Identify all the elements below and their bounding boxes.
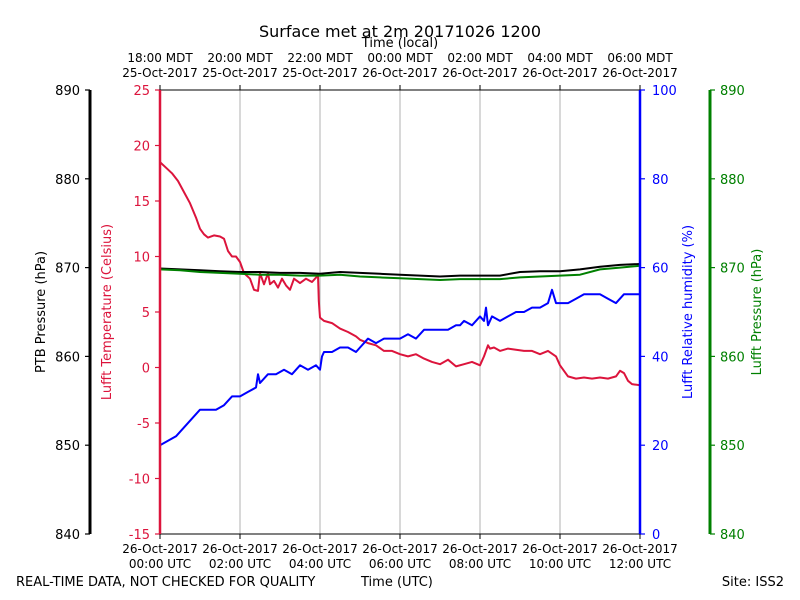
x-tick-label-date: 26-Oct-2017: [282, 542, 358, 556]
temp-axis-label: Lufft Temperature (Celsius): [100, 224, 115, 400]
tick-label-temp: -10: [129, 473, 150, 488]
tick-label-lufft_p: 870: [720, 262, 745, 277]
tick-label-lufft_p: 860: [720, 350, 745, 365]
x-top-tick-label-time: 22:00 MDT: [287, 51, 353, 65]
tick-label-ptb: 850: [55, 439, 80, 454]
axes: [85, 85, 715, 539]
x-top-tick-label-date: 25-Oct-2017: [282, 66, 358, 80]
series-line-lufft_p: [159, 264, 641, 281]
series-line-ptb: [159, 263, 641, 278]
series-lines: [159, 161, 641, 447]
series-line-rh: [159, 288, 640, 447]
chart-title: Surface met at 2m 20171026 1200: [259, 22, 541, 41]
x-top-tick-label-date: 26-Oct-2017: [602, 66, 678, 80]
x-tick-label-time: 10:00 UTC: [529, 557, 591, 571]
tick-label-ptb: 840: [55, 528, 80, 543]
tick-label-temp: 20: [133, 140, 150, 155]
rh-axis-label: Lufft Relative humidity (%): [681, 225, 696, 399]
x-tick-label-date: 26-Oct-2017: [362, 542, 438, 556]
tick-label-temp: 15: [133, 195, 150, 210]
footer-disclaimer: REAL-TIME DATA, NOT CHECKED FOR QUALITY: [16, 575, 316, 590]
x-tick-label-time: 00:00 UTC: [129, 557, 191, 571]
x-tick-label-date: 26-Oct-2017: [122, 542, 198, 556]
tick-label-lufft_p: 880: [720, 173, 745, 188]
x-top-tick-label-date: 26-Oct-2017: [442, 66, 518, 80]
tick-label-rh: 40: [652, 350, 669, 365]
tick-label-temp: 25: [133, 84, 150, 99]
tick-label-ptb: 860: [55, 350, 80, 365]
tick-labels: -15 -10 -5 0 5 10 15 20 25 0 20 40 60 80 100 840 850 860 8…: [55, 51, 745, 571]
x-top-tick-label-time: 02:00 MDT: [447, 51, 513, 65]
tick-label-temp: 10: [133, 251, 150, 266]
top-axis-label: Time (local): [361, 36, 438, 51]
x-tick-label-time: 06:00 UTC: [369, 557, 431, 571]
x-tick-label-date: 26-Oct-2017: [202, 542, 278, 556]
x-top-tick-label-time: 06:00 MDT: [607, 51, 673, 65]
x-top-tick-label-date: 26-Oct-2017: [522, 66, 598, 80]
x-top-tick-label-date: 25-Oct-2017: [202, 66, 278, 80]
tick-label-lufft_p: 890: [720, 84, 745, 99]
x-tick-label-time: 12:00 UTC: [609, 557, 671, 571]
x-tick-label-time: 08:00 UTC: [449, 557, 511, 571]
footer-xlabel: Time (UTC): [361, 575, 433, 590]
tick-label-temp: 5: [142, 306, 150, 321]
tick-label-rh: 100: [652, 84, 677, 99]
ptb-axis-label: PTB Pressure (hPa): [34, 251, 49, 373]
x-tick-label-date: 26-Oct-2017: [522, 542, 598, 556]
tick-label-lufft_p: 850: [720, 439, 745, 454]
x-top-tick-label-time: 04:00 MDT: [527, 51, 593, 65]
series-line-temp: [159, 161, 641, 387]
x-tick-label-time: 02:00 UTC: [209, 557, 271, 571]
tick-label-ptb: 890: [55, 84, 80, 99]
tick-label-rh: 60: [652, 262, 669, 277]
x-tick-label-time: 04:00 UTC: [289, 557, 351, 571]
tick-label-rh: 0: [652, 528, 660, 543]
x-top-tick-label-time: 20:00 MDT: [207, 51, 273, 65]
tick-label-ptb: 870: [55, 262, 80, 277]
x-top-tick-label-time: 18:00 MDT: [127, 51, 193, 65]
x-top-tick-label-date: 26-Oct-2017: [362, 66, 438, 80]
tick-label-ptb: 880: [55, 173, 80, 188]
tick-label-temp: -15: [129, 528, 150, 543]
footer-site: Site: ISS2: [721, 575, 784, 590]
tick-label-temp: 0: [142, 362, 150, 377]
x-tick-label-date: 26-Oct-2017: [442, 542, 518, 556]
tick-label-lufft_p: 840: [720, 528, 745, 543]
tick-label-rh: 80: [652, 173, 669, 188]
x-top-tick-label-time: 00:00 MDT: [367, 51, 433, 65]
tick-label-rh: 20: [652, 439, 669, 454]
x-top-tick-label-date: 25-Oct-2017: [122, 66, 198, 80]
x-tick-label-date: 26-Oct-2017: [602, 542, 678, 556]
lufft-pressure-axis-label: Lufft Pressure (hPa): [750, 249, 765, 376]
grid-lines: [239, 90, 561, 534]
tick-label-temp: -5: [137, 417, 150, 432]
